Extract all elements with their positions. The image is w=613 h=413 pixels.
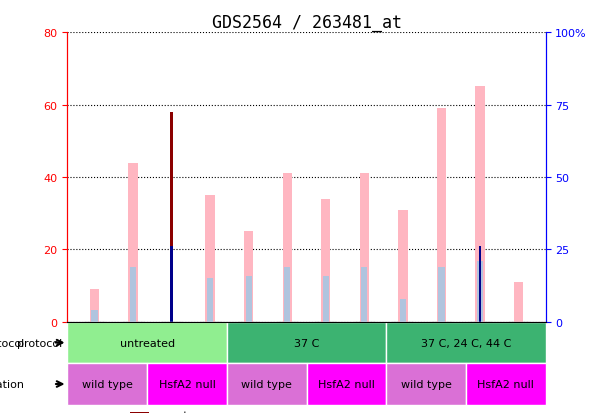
FancyBboxPatch shape bbox=[227, 363, 306, 405]
FancyBboxPatch shape bbox=[386, 322, 546, 363]
Text: protocol: protocol bbox=[17, 338, 63, 348]
Bar bbox=[91, 311, 97, 322]
Bar bbox=[361, 267, 367, 322]
Bar bbox=[437, 109, 446, 322]
FancyBboxPatch shape bbox=[67, 363, 147, 405]
FancyBboxPatch shape bbox=[386, 363, 466, 405]
FancyBboxPatch shape bbox=[67, 322, 227, 363]
Text: count: count bbox=[158, 411, 188, 413]
Title: GDS2564 / 263481_at: GDS2564 / 263481_at bbox=[211, 14, 402, 32]
Bar bbox=[170, 113, 173, 322]
Text: HsfA2 null: HsfA2 null bbox=[478, 379, 534, 389]
Text: untreated: untreated bbox=[120, 338, 175, 348]
Text: wild type: wild type bbox=[242, 379, 292, 389]
Bar bbox=[514, 282, 524, 322]
Bar bbox=[130, 267, 136, 322]
FancyBboxPatch shape bbox=[306, 363, 386, 405]
Text: genotype/variation: genotype/variation bbox=[0, 379, 25, 389]
FancyBboxPatch shape bbox=[147, 363, 227, 405]
Bar bbox=[398, 210, 408, 322]
Text: 37 C: 37 C bbox=[294, 338, 319, 348]
Bar bbox=[244, 232, 253, 322]
Bar bbox=[438, 267, 444, 322]
Bar bbox=[170, 246, 173, 322]
FancyBboxPatch shape bbox=[466, 363, 546, 405]
Text: 37 C, 24 C, 44 C: 37 C, 24 C, 44 C bbox=[421, 338, 511, 348]
Bar bbox=[476, 87, 485, 322]
Text: protocol: protocol bbox=[0, 338, 25, 348]
Text: wild type: wild type bbox=[401, 379, 451, 389]
Text: wild type: wild type bbox=[82, 379, 132, 389]
Bar bbox=[400, 299, 406, 322]
Bar bbox=[322, 276, 329, 322]
Text: HsfA2 null: HsfA2 null bbox=[159, 379, 215, 389]
Bar bbox=[284, 267, 291, 322]
Bar bbox=[246, 276, 252, 322]
Bar bbox=[205, 196, 215, 322]
Bar bbox=[128, 163, 137, 322]
Bar bbox=[283, 174, 292, 322]
FancyBboxPatch shape bbox=[227, 322, 386, 363]
Bar bbox=[207, 279, 213, 322]
Bar bbox=[89, 290, 99, 322]
Bar bbox=[321, 199, 330, 322]
Text: HsfA2 null: HsfA2 null bbox=[318, 379, 375, 389]
Bar bbox=[479, 246, 481, 322]
Bar bbox=[360, 174, 369, 322]
Bar bbox=[477, 261, 483, 322]
Bar bbox=[129, 412, 149, 413]
